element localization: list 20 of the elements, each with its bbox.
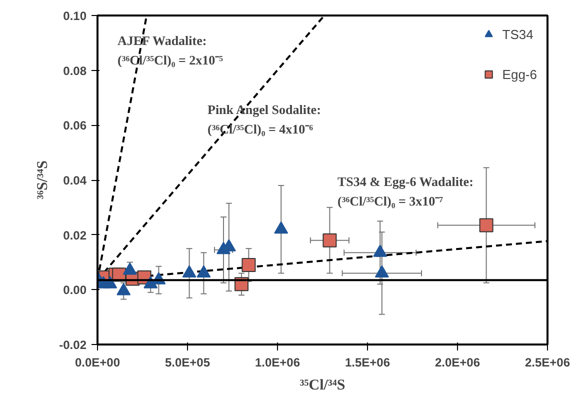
y-axis-title: ³⁶S/³⁴S bbox=[35, 160, 52, 200]
y-tick-label: 0.08 bbox=[63, 64, 87, 78]
legend-label: Egg-6 bbox=[502, 66, 537, 82]
legend-label: TS34 bbox=[502, 26, 534, 42]
x-tick-label: 2.0E+06 bbox=[434, 356, 480, 370]
x-tick-label: 2.5E+06 bbox=[524, 356, 570, 370]
y-tick-label: 0.04 bbox=[63, 174, 87, 188]
x-axis-title: ³⁵Cl/³⁴S bbox=[300, 378, 346, 394]
x-tick-label: 0.0E+00 bbox=[74, 356, 120, 370]
y-tick-label: -0.02 bbox=[59, 338, 87, 352]
y-tick-label: 0.10 bbox=[63, 9, 87, 23]
x-tick-label: 5.0E+05 bbox=[164, 356, 210, 370]
y-tick-label: 0.02 bbox=[63, 228, 87, 242]
annotation: AJEF Wadalite: (³⁶Cl/³⁵Cl)₀ = 2x10⁻⁵ bbox=[118, 33, 224, 68]
y-tick-label: 0.06 bbox=[63, 118, 87, 133]
y-tick-label: 0.00 bbox=[63, 283, 87, 298]
annotation: TS34 & Egg-6 Wadalite: (³⁶Cl/³⁵Cl)₀ = 3x10⁻⁷ bbox=[338, 174, 474, 208]
x-tick-label: 1.5E+06 bbox=[344, 356, 390, 370]
annotation: Pink Angel Sodalite: (³⁶Cl/³⁵Cl)₀ = 4x10⁻⁶ bbox=[208, 102, 321, 136]
x-tick-label: 1.0E+06 bbox=[254, 356, 300, 370]
